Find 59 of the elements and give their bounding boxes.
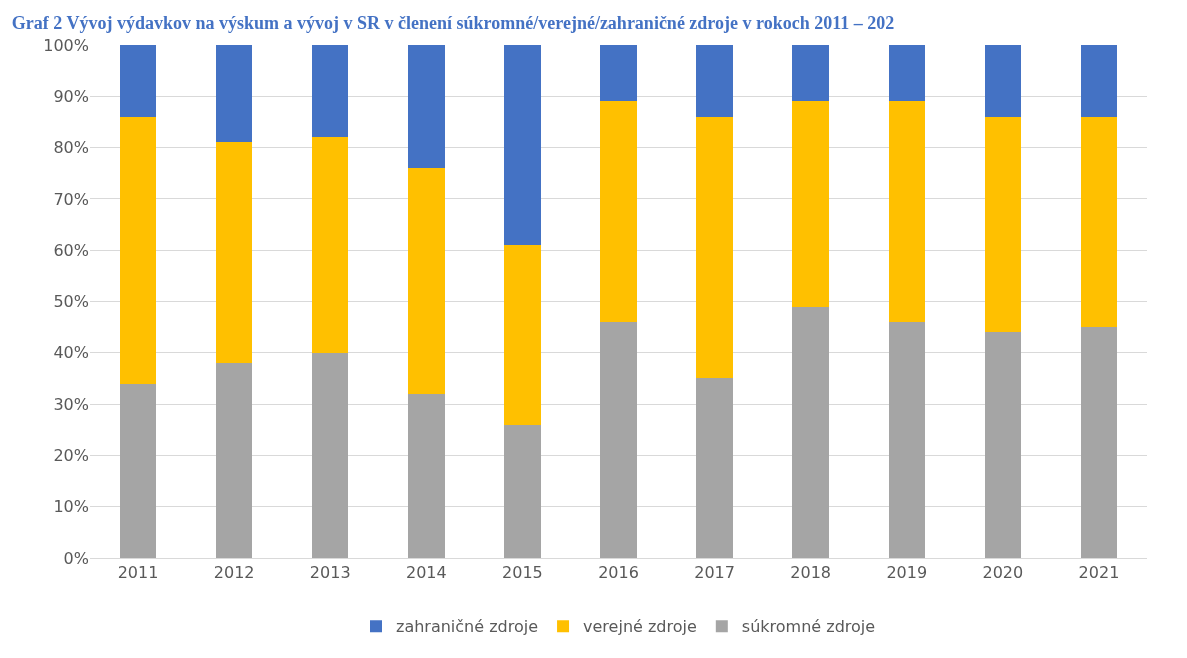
bar bbox=[600, 101, 637, 323]
bar bbox=[696, 116, 733, 379]
bar bbox=[119, 116, 157, 384]
bar bbox=[119, 383, 157, 558]
bar bbox=[504, 424, 541, 558]
bar bbox=[408, 168, 445, 394]
y-tick-label: 60% bbox=[53, 240, 89, 260]
x-tick-label: 2011 bbox=[117, 563, 159, 583]
y-tick-label: 100% bbox=[43, 35, 89, 55]
bar bbox=[311, 352, 349, 558]
x-tick-label: 2016 bbox=[598, 563, 639, 583]
y-tick-label: 10% bbox=[53, 497, 89, 517]
bar bbox=[984, 45, 1022, 117]
bar bbox=[792, 45, 829, 102]
bar bbox=[792, 306, 829, 558]
bar bbox=[119, 45, 157, 117]
legend-label: zahraničné zdroje bbox=[396, 617, 539, 637]
bar bbox=[888, 45, 926, 102]
bar bbox=[408, 393, 445, 558]
y-tick-label: 30% bbox=[53, 394, 89, 414]
y-tick-label: 50% bbox=[53, 292, 89, 312]
x-tick-label: 2019 bbox=[886, 563, 928, 583]
x-tick-label: 2012 bbox=[213, 563, 255, 583]
bar bbox=[504, 245, 541, 425]
x-tick-label: 2014 bbox=[405, 563, 447, 583]
bar bbox=[696, 378, 733, 558]
y-tick-label: 80% bbox=[53, 138, 89, 158]
bar bbox=[888, 101, 926, 323]
bar bbox=[504, 45, 541, 246]
y-tick-label: 0% bbox=[63, 548, 89, 568]
bar bbox=[696, 45, 733, 117]
legend-label: súkromné zdroje bbox=[741, 617, 876, 637]
x-tick-label: 2018 bbox=[790, 563, 832, 583]
y-tick-label: 70% bbox=[53, 189, 89, 209]
bar bbox=[600, 322, 637, 558]
bar bbox=[1080, 116, 1118, 328]
bar bbox=[888, 322, 926, 558]
bar bbox=[215, 142, 253, 364]
legend-label: verejné zdroje bbox=[583, 617, 697, 637]
x-tick-label: 2021 bbox=[1078, 563, 1120, 583]
chart-title: Graf 2 Vývoj výdavkov na výskum a vývoj v SR v členení súkromné/verejné/zahraničné zdroje v rokoch 2011 – 202 bbox=[11, 13, 895, 34]
bar bbox=[215, 363, 253, 558]
bar bbox=[311, 45, 349, 138]
bar bbox=[792, 101, 829, 307]
y-tick-label: 90% bbox=[53, 86, 89, 106]
bar bbox=[1080, 45, 1118, 117]
bar bbox=[984, 116, 1022, 333]
bar bbox=[215, 45, 253, 143]
y-tick-label: 20% bbox=[53, 446, 89, 465]
x-tick-label: 2020 bbox=[982, 563, 1024, 583]
x-tick-label: 2013 bbox=[309, 563, 351, 583]
bar bbox=[311, 137, 349, 353]
y-tick-label: 40% bbox=[53, 343, 89, 363]
bar bbox=[600, 45, 637, 102]
bar bbox=[984, 332, 1022, 558]
bar bbox=[1080, 327, 1118, 558]
x-tick-label: 2017 bbox=[694, 563, 735, 583]
x-tick-label: 2015 bbox=[502, 563, 543, 583]
bar bbox=[408, 45, 445, 169]
